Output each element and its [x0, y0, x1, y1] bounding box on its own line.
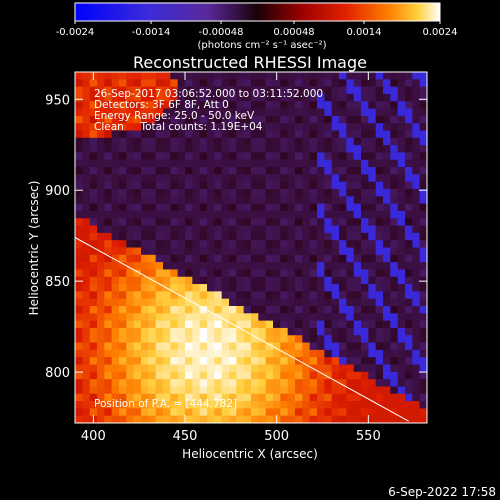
- annotation-time-range: 26-Sep-2017 03:06:52.000 to 03:11:52.000: [94, 88, 323, 100]
- colorbar-tick-label: -0.0014: [132, 27, 171, 38]
- annotation-detectors: Detectors: 3F 6F 8F, Att 0: [94, 99, 229, 111]
- annotation-clean-counts: Clean Total counts: 1.19E+04: [94, 121, 263, 133]
- x-axis-label: Heliocentric X (arcsec): [182, 447, 318, 461]
- annotation-energy-range: Energy Range: 25.0 - 50.0 keV: [94, 110, 255, 122]
- x-tick-label: 400: [81, 429, 106, 444]
- y-tick-label: 850: [45, 275, 70, 290]
- x-tick-label: 500: [264, 429, 289, 444]
- limb-line: [75, 237, 409, 422]
- footer-date: 6-Sep-2022 17:58: [388, 485, 496, 499]
- colorbar-tick-label: -0.0024: [56, 27, 95, 38]
- colorbar-units-label: (photons cm⁻² s⁻¹ asec⁻²): [197, 40, 326, 51]
- colorbar-ticks: -0.0024 -0.0014 -0.00048 0.00048 0.0014 0.002…: [56, 21, 458, 38]
- x-axis-ticks: 400 450 500 550: [81, 72, 381, 444]
- annotation-block: 26-Sep-2017 03:06:52.000 to 03:11:52.000…: [94, 88, 323, 410]
- chart-title: Reconstructed RHESSI Image: [133, 53, 367, 72]
- position-of-pa: Position of P.A. = [444.782]: [94, 398, 237, 410]
- colorbar-tick-label: 0.0014: [346, 27, 381, 38]
- colorbar-tick-label: -0.00048: [199, 27, 244, 38]
- heatmap-image: [75, 72, 427, 423]
- y-tick-label: 900: [45, 184, 70, 199]
- colorbar-tick-label: 0.00048: [273, 27, 314, 38]
- y-tick-label: 800: [45, 366, 70, 381]
- y-axis-label: Heliocentric Y (arcsec): [27, 181, 41, 316]
- x-tick-label: 550: [356, 429, 381, 444]
- colorbar-gradient: [75, 3, 440, 21]
- colorbar-frame: [74, 2, 441, 22]
- y-tick-label: 950: [45, 93, 70, 108]
- colorbar: -0.0024 -0.0014 -0.00048 0.00048 0.0014 0.002…: [56, 2, 458, 51]
- x-tick-label: 450: [173, 429, 198, 444]
- colorbar-tick-label: 0.0024: [423, 27, 458, 38]
- y-axis-ticks: 800 850 900 950: [45, 93, 427, 381]
- plot-frame: [74, 71, 428, 424]
